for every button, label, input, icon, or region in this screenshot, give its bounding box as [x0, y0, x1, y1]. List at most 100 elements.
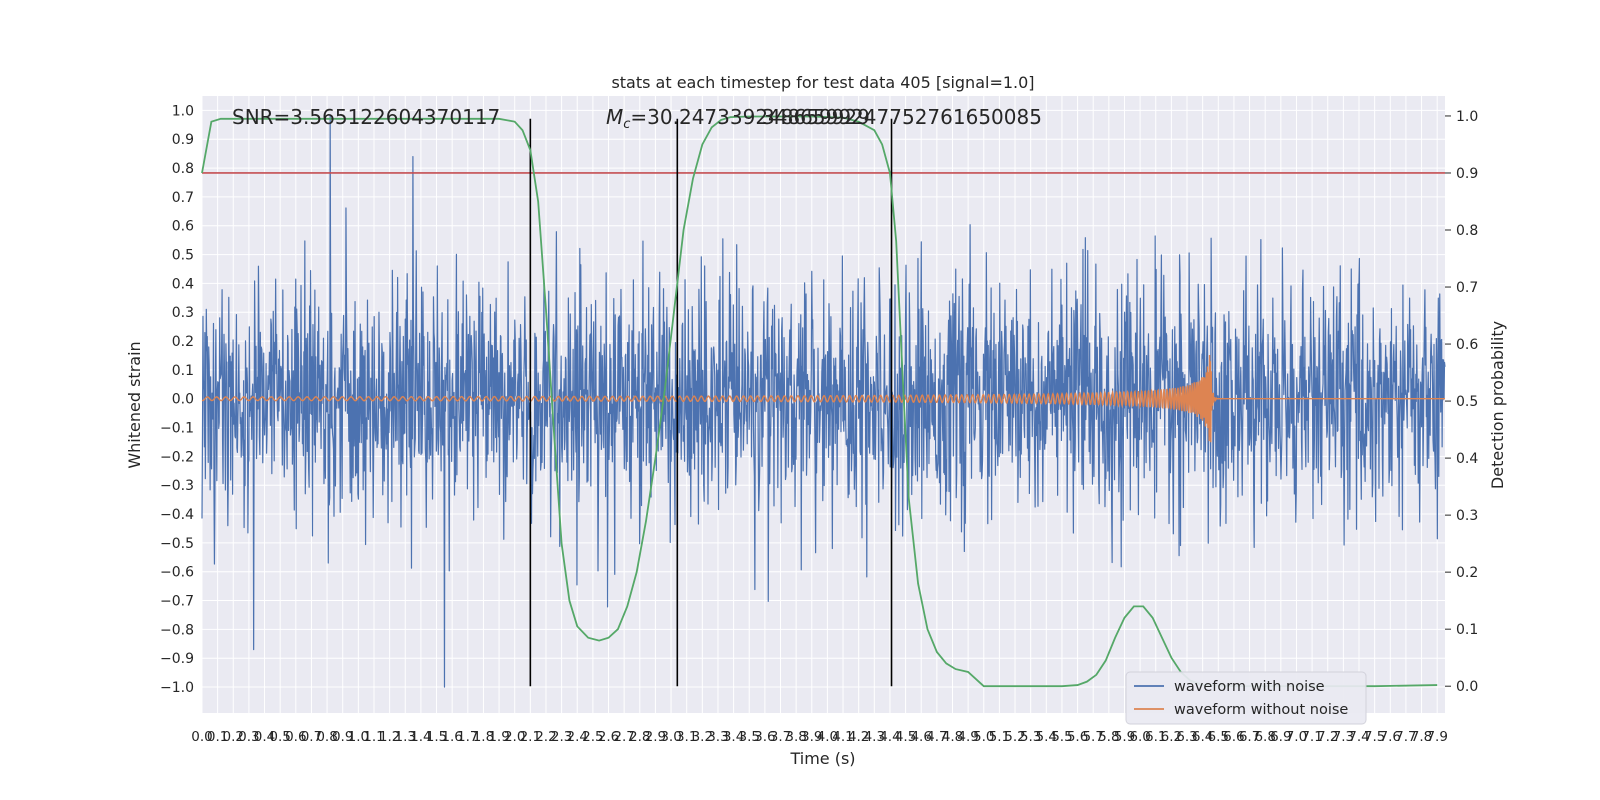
- right-y-tick-label: 0.8: [1456, 223, 1478, 239]
- vertical-markers: [529, 118, 893, 687]
- x-tick-label: 3.5: [738, 729, 759, 745]
- left-y-tick-label: 0.8: [172, 161, 194, 177]
- x-tick-label: 5.7: [1082, 729, 1103, 745]
- detection-probability-line: [201, 115, 1438, 688]
- clean-waveform-series: [201, 354, 1445, 443]
- x-tick-label: 6.3: [1176, 729, 1197, 745]
- x-tick-label: 7.5: [1364, 729, 1385, 745]
- x-tick-label: 7.9: [1426, 729, 1447, 745]
- left-y-tick-label: −0.7: [160, 594, 194, 610]
- x-tick-label: 4.7: [926, 729, 947, 745]
- x-tick-label: 2.2: [535, 729, 556, 745]
- x-tick-label: 1.7: [457, 729, 478, 745]
- x-tick-label: 3.9: [801, 729, 822, 745]
- x-tick-label: 2.6: [598, 729, 619, 745]
- x-tick-label: 0.2: [223, 729, 244, 745]
- x-tick-label: 2.3: [551, 729, 572, 745]
- left-y-tick-label: 0.3: [172, 305, 194, 321]
- x-tick-label: 7.1: [1301, 729, 1322, 745]
- snr-annotation: SNR=3.565122604370117: [232, 105, 500, 129]
- x-tick-label: 3.8: [785, 729, 806, 745]
- x-tick-label: 1.4: [410, 729, 431, 745]
- chirp-mass-value: =30.247339248659929: [630, 105, 869, 129]
- x-tick-label: 5.5: [1051, 729, 1072, 745]
- x-tick-label: 4.8: [942, 729, 963, 745]
- x-tick-label: 2.4: [567, 729, 588, 745]
- x-tick-label: 3.7: [770, 729, 791, 745]
- x-tick-label: 0.3: [238, 729, 259, 745]
- x-tick-label: 7.8: [1411, 729, 1432, 745]
- x-tick-label: 1.9: [488, 729, 509, 745]
- y-axis-label-right: Detection probability: [1488, 321, 1507, 489]
- clean-waveform-line: [201, 354, 1445, 443]
- left-y-tick-label: 0.5: [172, 248, 194, 264]
- left-y-tick-label: 0.4: [172, 276, 194, 292]
- left-y-tick-label: −0.4: [160, 507, 194, 523]
- x-tick-label: 6.8: [1254, 729, 1275, 745]
- x-tick-label: 5.6: [1067, 729, 1088, 745]
- x-tick-label: 0.0: [191, 729, 212, 745]
- left-y-tick-label: −0.8: [160, 622, 194, 638]
- x-tick-label: 7.2: [1317, 729, 1338, 745]
- x-tick-label: 6.6: [1223, 729, 1244, 745]
- right-y-tick-label: 0.1: [1456, 622, 1478, 638]
- detection-probability-series: [201, 115, 1438, 688]
- x-axis: 0.00.10.20.30.40.50.60.70.80.91.01.11.21…: [191, 729, 1448, 745]
- x-tick-label: 0.8: [316, 729, 337, 745]
- x-tick-label: 3.0: [660, 729, 681, 745]
- chirp-mass-overlap-text: 3486599247752761650085: [762, 105, 1042, 129]
- x-tick-label: 0.6: [285, 729, 306, 745]
- x-tick-label: 4.9: [957, 729, 978, 745]
- x-tick-label: 4.0: [817, 729, 838, 745]
- left-y-tick-label: 0.1: [172, 363, 194, 379]
- x-tick-label: 2.1: [520, 729, 541, 745]
- x-tick-label: 1.6: [441, 729, 462, 745]
- x-tick-label: 6.5: [1208, 729, 1229, 745]
- x-tick-label: 1.1: [363, 729, 384, 745]
- chirp-mass-symbol: M: [606, 105, 623, 129]
- right-y-tick-label: 0.3: [1456, 508, 1478, 524]
- x-tick-label: 3.6: [754, 729, 775, 745]
- noisy-waveform-series: [201, 115, 1446, 688]
- x-tick-label: 6.2: [1161, 729, 1182, 745]
- x-tick-label: 6.7: [1239, 729, 1260, 745]
- x-tick-label: 4.3: [864, 729, 885, 745]
- x-tick-label: 1.2: [379, 729, 400, 745]
- x-tick-label: 1.3: [395, 729, 416, 745]
- right-y-axis: 1.0 0.9 0.8 0.7 0.6 0.5 0.4 0.3 0.2 0.1 0.0: [1445, 109, 1478, 695]
- x-tick-label: 4.4: [879, 729, 900, 745]
- x-tick-label: 5.2: [1004, 729, 1025, 745]
- x-tick-label: 6.4: [1192, 729, 1213, 745]
- x-tick-label: 5.3: [1020, 729, 1041, 745]
- left-y-tick-label: 0.9: [172, 132, 194, 148]
- x-tick-label: 3.1: [676, 729, 697, 745]
- left-y-axis: 1.0 0.9 0.8 0.7 0.6 0.5 0.4 0.3 0.2 0.1 0.0 −0.1 −0.…: [160, 103, 194, 696]
- x-tick-label: 5.0: [973, 729, 994, 745]
- x-tick-label: 7.6: [1380, 729, 1401, 745]
- right-y-tick-label: 0.4: [1456, 451, 1478, 467]
- chirp-mass-subscript: c: [623, 117, 630, 132]
- x-tick-label: 5.9: [1114, 729, 1135, 745]
- x-tick-label: 3.4: [723, 729, 744, 745]
- x-tick-label: 0.1: [207, 729, 228, 745]
- x-axis-label: Time (s): [789, 749, 855, 768]
- x-tick-label: 0.7: [301, 729, 322, 745]
- x-tick-label: 3.2: [692, 729, 713, 745]
- left-y-tick-label: 0.0: [172, 392, 194, 408]
- x-tick-label: 1.0: [348, 729, 369, 745]
- x-tick-label: 5.1: [989, 729, 1010, 745]
- x-tick-label: 5.4: [1036, 729, 1057, 745]
- x-tick-label: 0.9: [332, 729, 353, 745]
- right-y-tick-label: 0.7: [1456, 280, 1478, 296]
- left-y-tick-label: −0.3: [160, 478, 194, 494]
- noisy-waveform-line: [201, 115, 1446, 688]
- x-tick-label: 4.5: [895, 729, 916, 745]
- x-tick-label: 3.3: [707, 729, 728, 745]
- x-tick-label: 6.0: [1129, 729, 1150, 745]
- right-y-tick-label: 0.2: [1456, 565, 1478, 581]
- x-tick-label: 1.8: [473, 729, 494, 745]
- left-y-tick-label: 0.7: [172, 190, 194, 206]
- y-axis-label-left: Whitened strain: [125, 341, 144, 468]
- x-tick-label: 4.6: [910, 729, 931, 745]
